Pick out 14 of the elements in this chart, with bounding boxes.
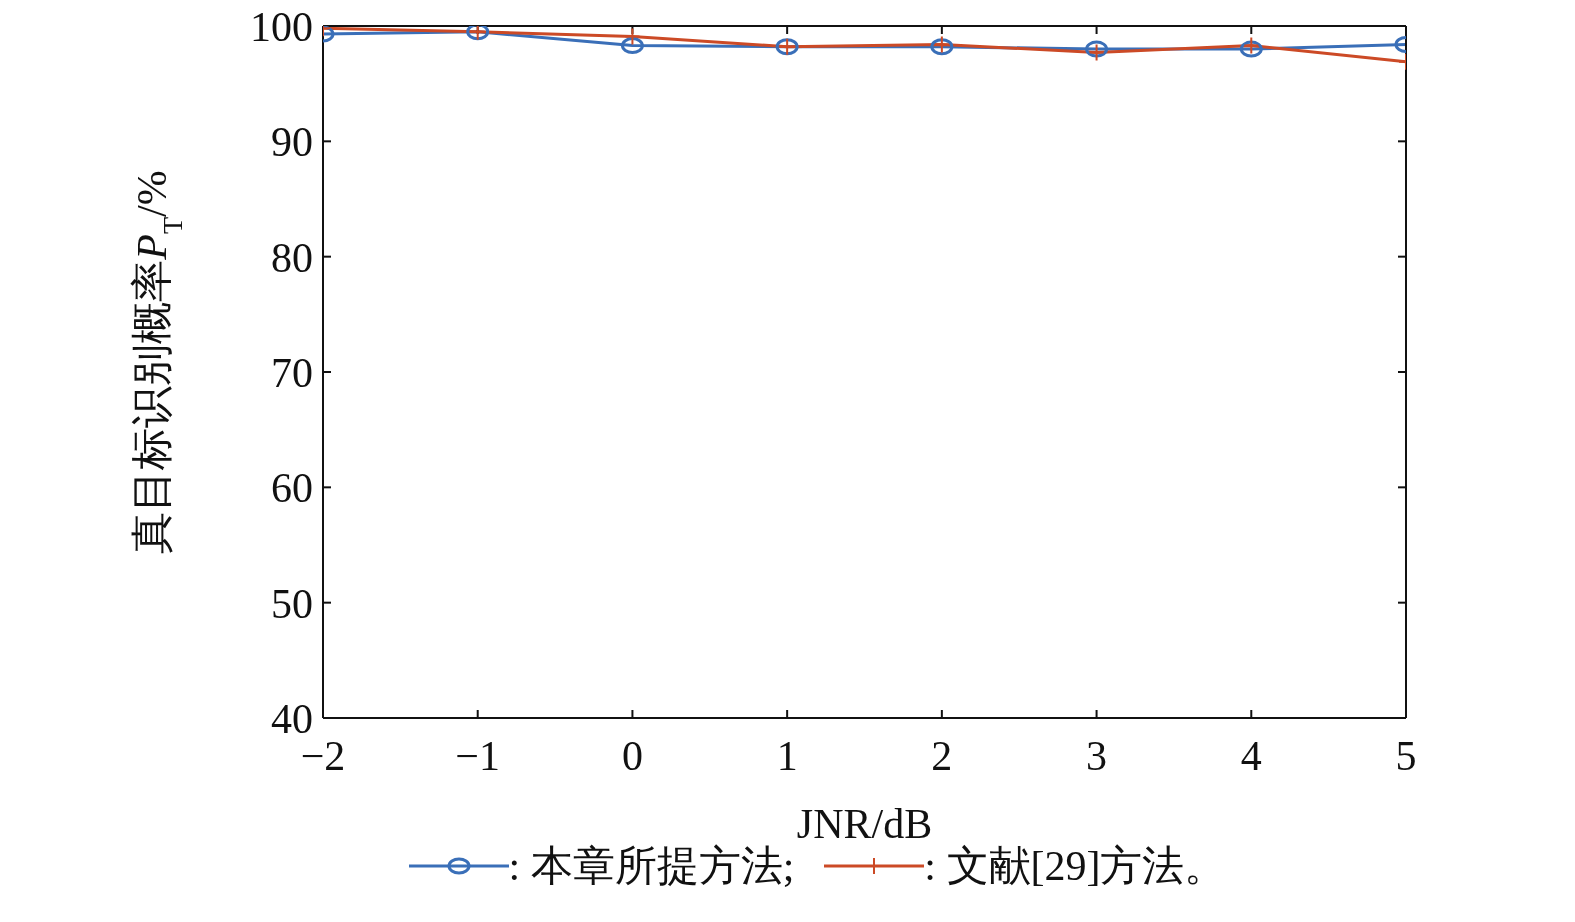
x-tick-label: 2 [931,732,953,779]
x-tick-label: 0 [621,732,643,779]
x-tick-label: 4 [1240,732,1262,779]
y-tick-label: 50 [271,580,313,627]
x-tick-label: 3 [1086,732,1108,779]
y-tick-label: 60 [271,465,313,512]
x-tick-label: −1 [455,732,501,779]
y-tick-label: 80 [271,234,313,281]
x-tick-label: 5 [1395,732,1417,779]
y-tick-label: 100 [250,3,313,50]
legend-label: : 本章所提方法; [508,842,795,891]
y-tick-label: 90 [271,119,313,166]
y-tick-label: 70 [271,349,313,396]
x-tick-label: 1 [776,732,798,779]
